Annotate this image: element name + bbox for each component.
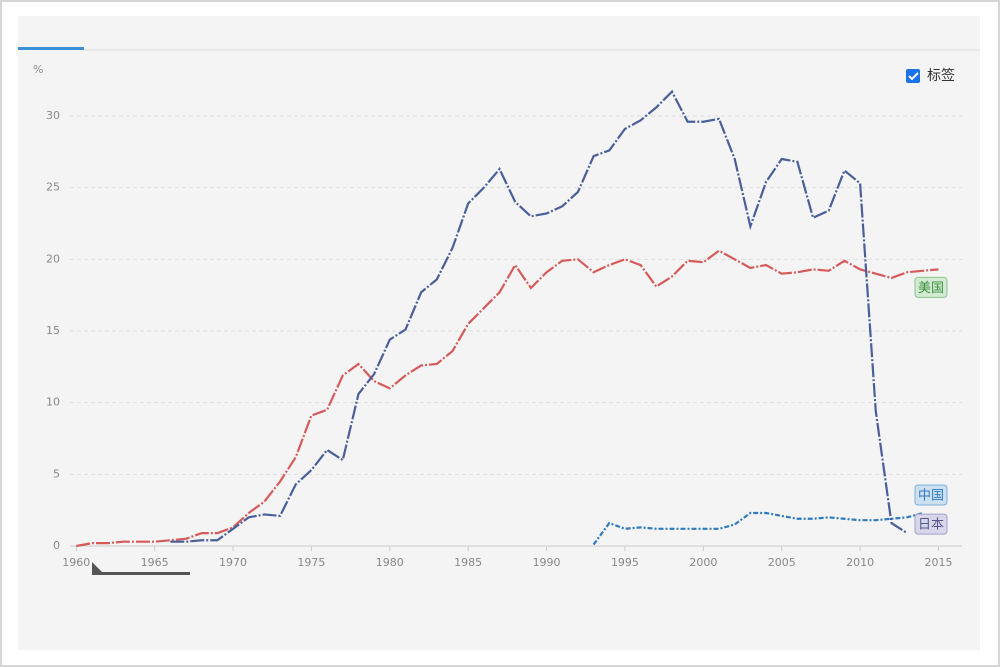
x-tick-label: 2015 — [924, 556, 952, 569]
x-tick-label: 1995 — [611, 556, 639, 569]
series-line — [170, 89, 908, 543]
end-label-text: 美国 — [918, 281, 944, 296]
x-tick-label: 1960 — [62, 556, 90, 569]
end-label-text: 中国 — [918, 489, 944, 504]
series-line — [592, 511, 924, 546]
checkmark — [908, 72, 919, 81]
end-label: 日本 — [914, 513, 948, 535]
end-label-box — [914, 513, 948, 535]
x-tick-label: 1990 — [533, 556, 561, 569]
y-tick-label: 15 — [46, 324, 60, 337]
checkbox-label[interactable]: 标签 — [927, 67, 955, 84]
y-tick-label: 10 — [46, 396, 60, 409]
end-label-text: 日本 — [918, 518, 944, 533]
y-tick-label: 25 — [46, 181, 60, 194]
end-label: 美国 — [914, 276, 948, 298]
zoom-slider[interactable] — [92, 562, 190, 575]
end-label-box — [914, 484, 948, 506]
x-tick-label: 1980 — [376, 556, 404, 569]
end-label-box — [914, 276, 948, 298]
x-tick-label: 1985 — [454, 556, 482, 569]
checkbox[interactable] — [906, 69, 920, 83]
x-tick-label: 2005 — [768, 556, 796, 569]
y-tick-label: 20 — [46, 252, 60, 265]
x-tick-label: 1975 — [297, 556, 325, 569]
chart-panel — [18, 16, 980, 650]
y-tick-label: 30 — [46, 109, 60, 122]
active-tab — [18, 47, 84, 50]
x-tick-label: 1965 — [141, 556, 169, 569]
x-tick-label: 2010 — [846, 556, 874, 569]
x-tick-label: 2000 — [689, 556, 717, 569]
y-axis-label: % — [33, 63, 43, 76]
end-label: 中国 — [914, 484, 948, 506]
y-tick-label: 0 — [53, 539, 60, 552]
x-tick-label: 1970 — [219, 556, 247, 569]
y-tick-label: 5 — [53, 467, 60, 480]
series-line — [76, 249, 939, 548]
